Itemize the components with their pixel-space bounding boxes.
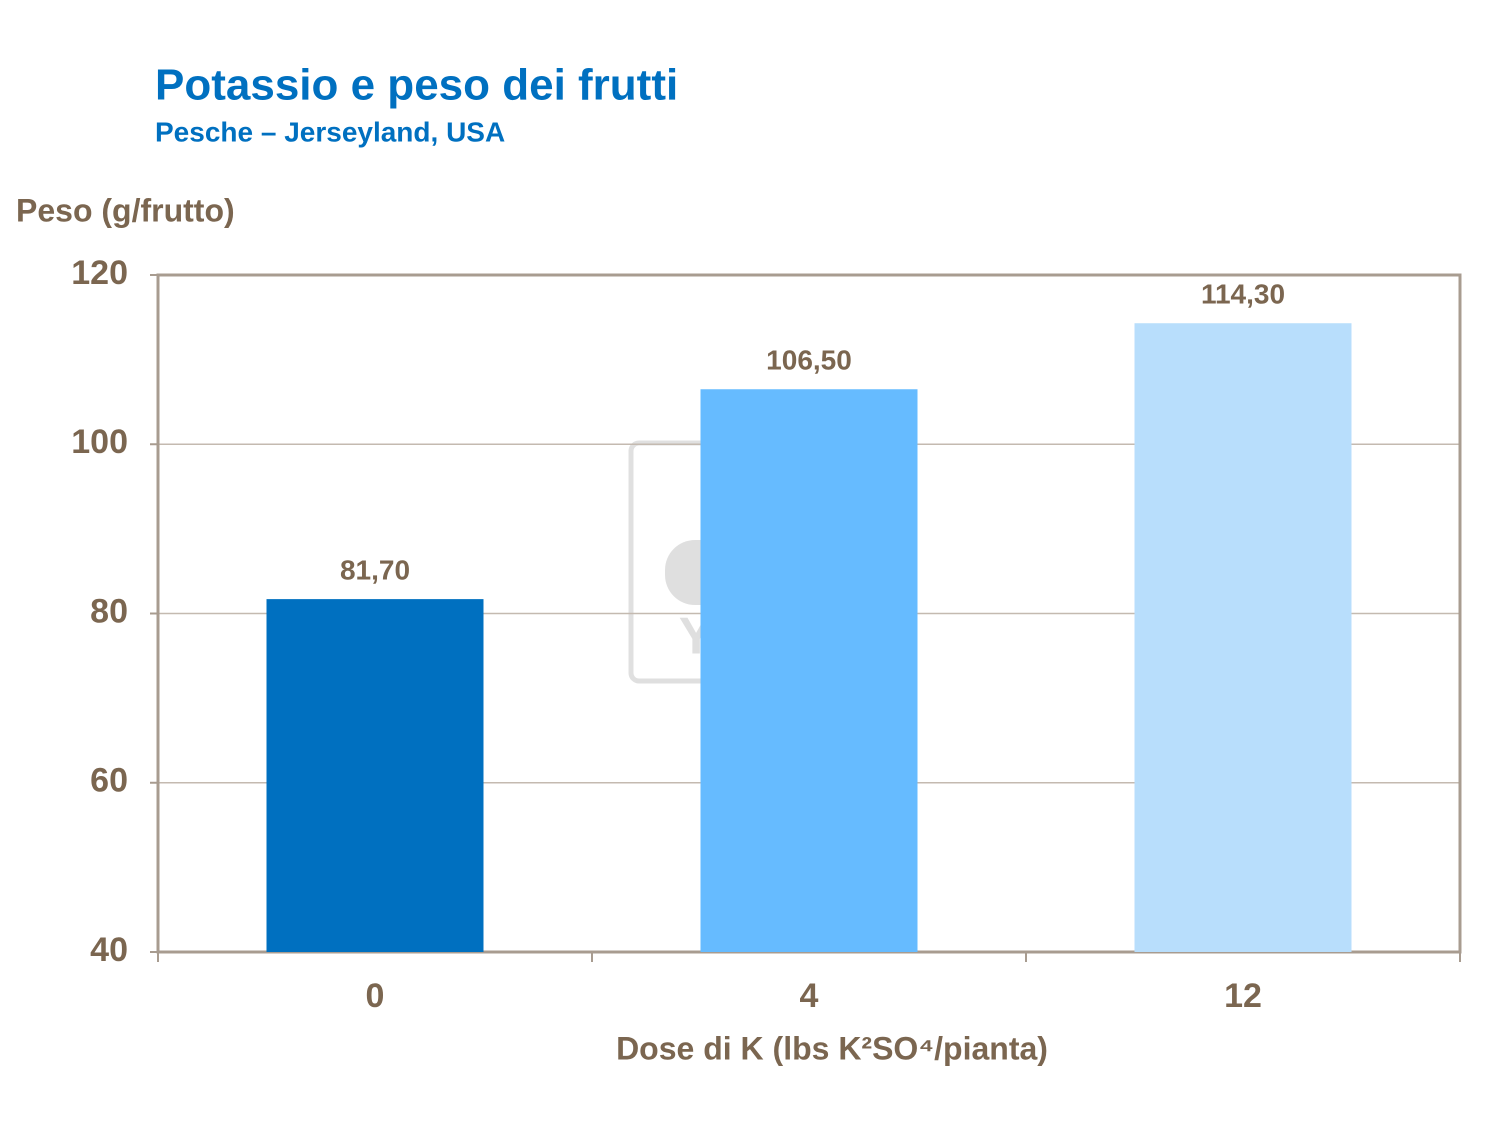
x-tick-label: 0 <box>366 977 385 1015</box>
bar <box>700 389 918 952</box>
x-tick-label: 4 <box>800 977 819 1015</box>
bar <box>266 599 484 952</box>
y-tick-label: 120 <box>71 254 128 292</box>
value-label: 106,50 <box>766 345 852 376</box>
y-tick-label: 100 <box>71 423 128 461</box>
y-tick-label: 80 <box>90 592 128 630</box>
value-label: 114,30 <box>1201 279 1285 310</box>
bar <box>1134 323 1352 953</box>
y-tick-label: 60 <box>90 762 128 800</box>
chart-title: Potassio e peso dei frutti <box>155 61 678 110</box>
chart-subtitle: Pesche – Jerseyland, USA <box>155 116 505 147</box>
y-tick-label: 40 <box>90 931 128 969</box>
x-axis-title: Dose di K (lbs K²SO⁴/pianta) <box>616 1030 1048 1066</box>
y-axis-title: Peso (g/frutto) <box>16 192 235 228</box>
value-label: 81,70 <box>340 555 410 586</box>
x-tick-label: 12 <box>1224 977 1262 1015</box>
